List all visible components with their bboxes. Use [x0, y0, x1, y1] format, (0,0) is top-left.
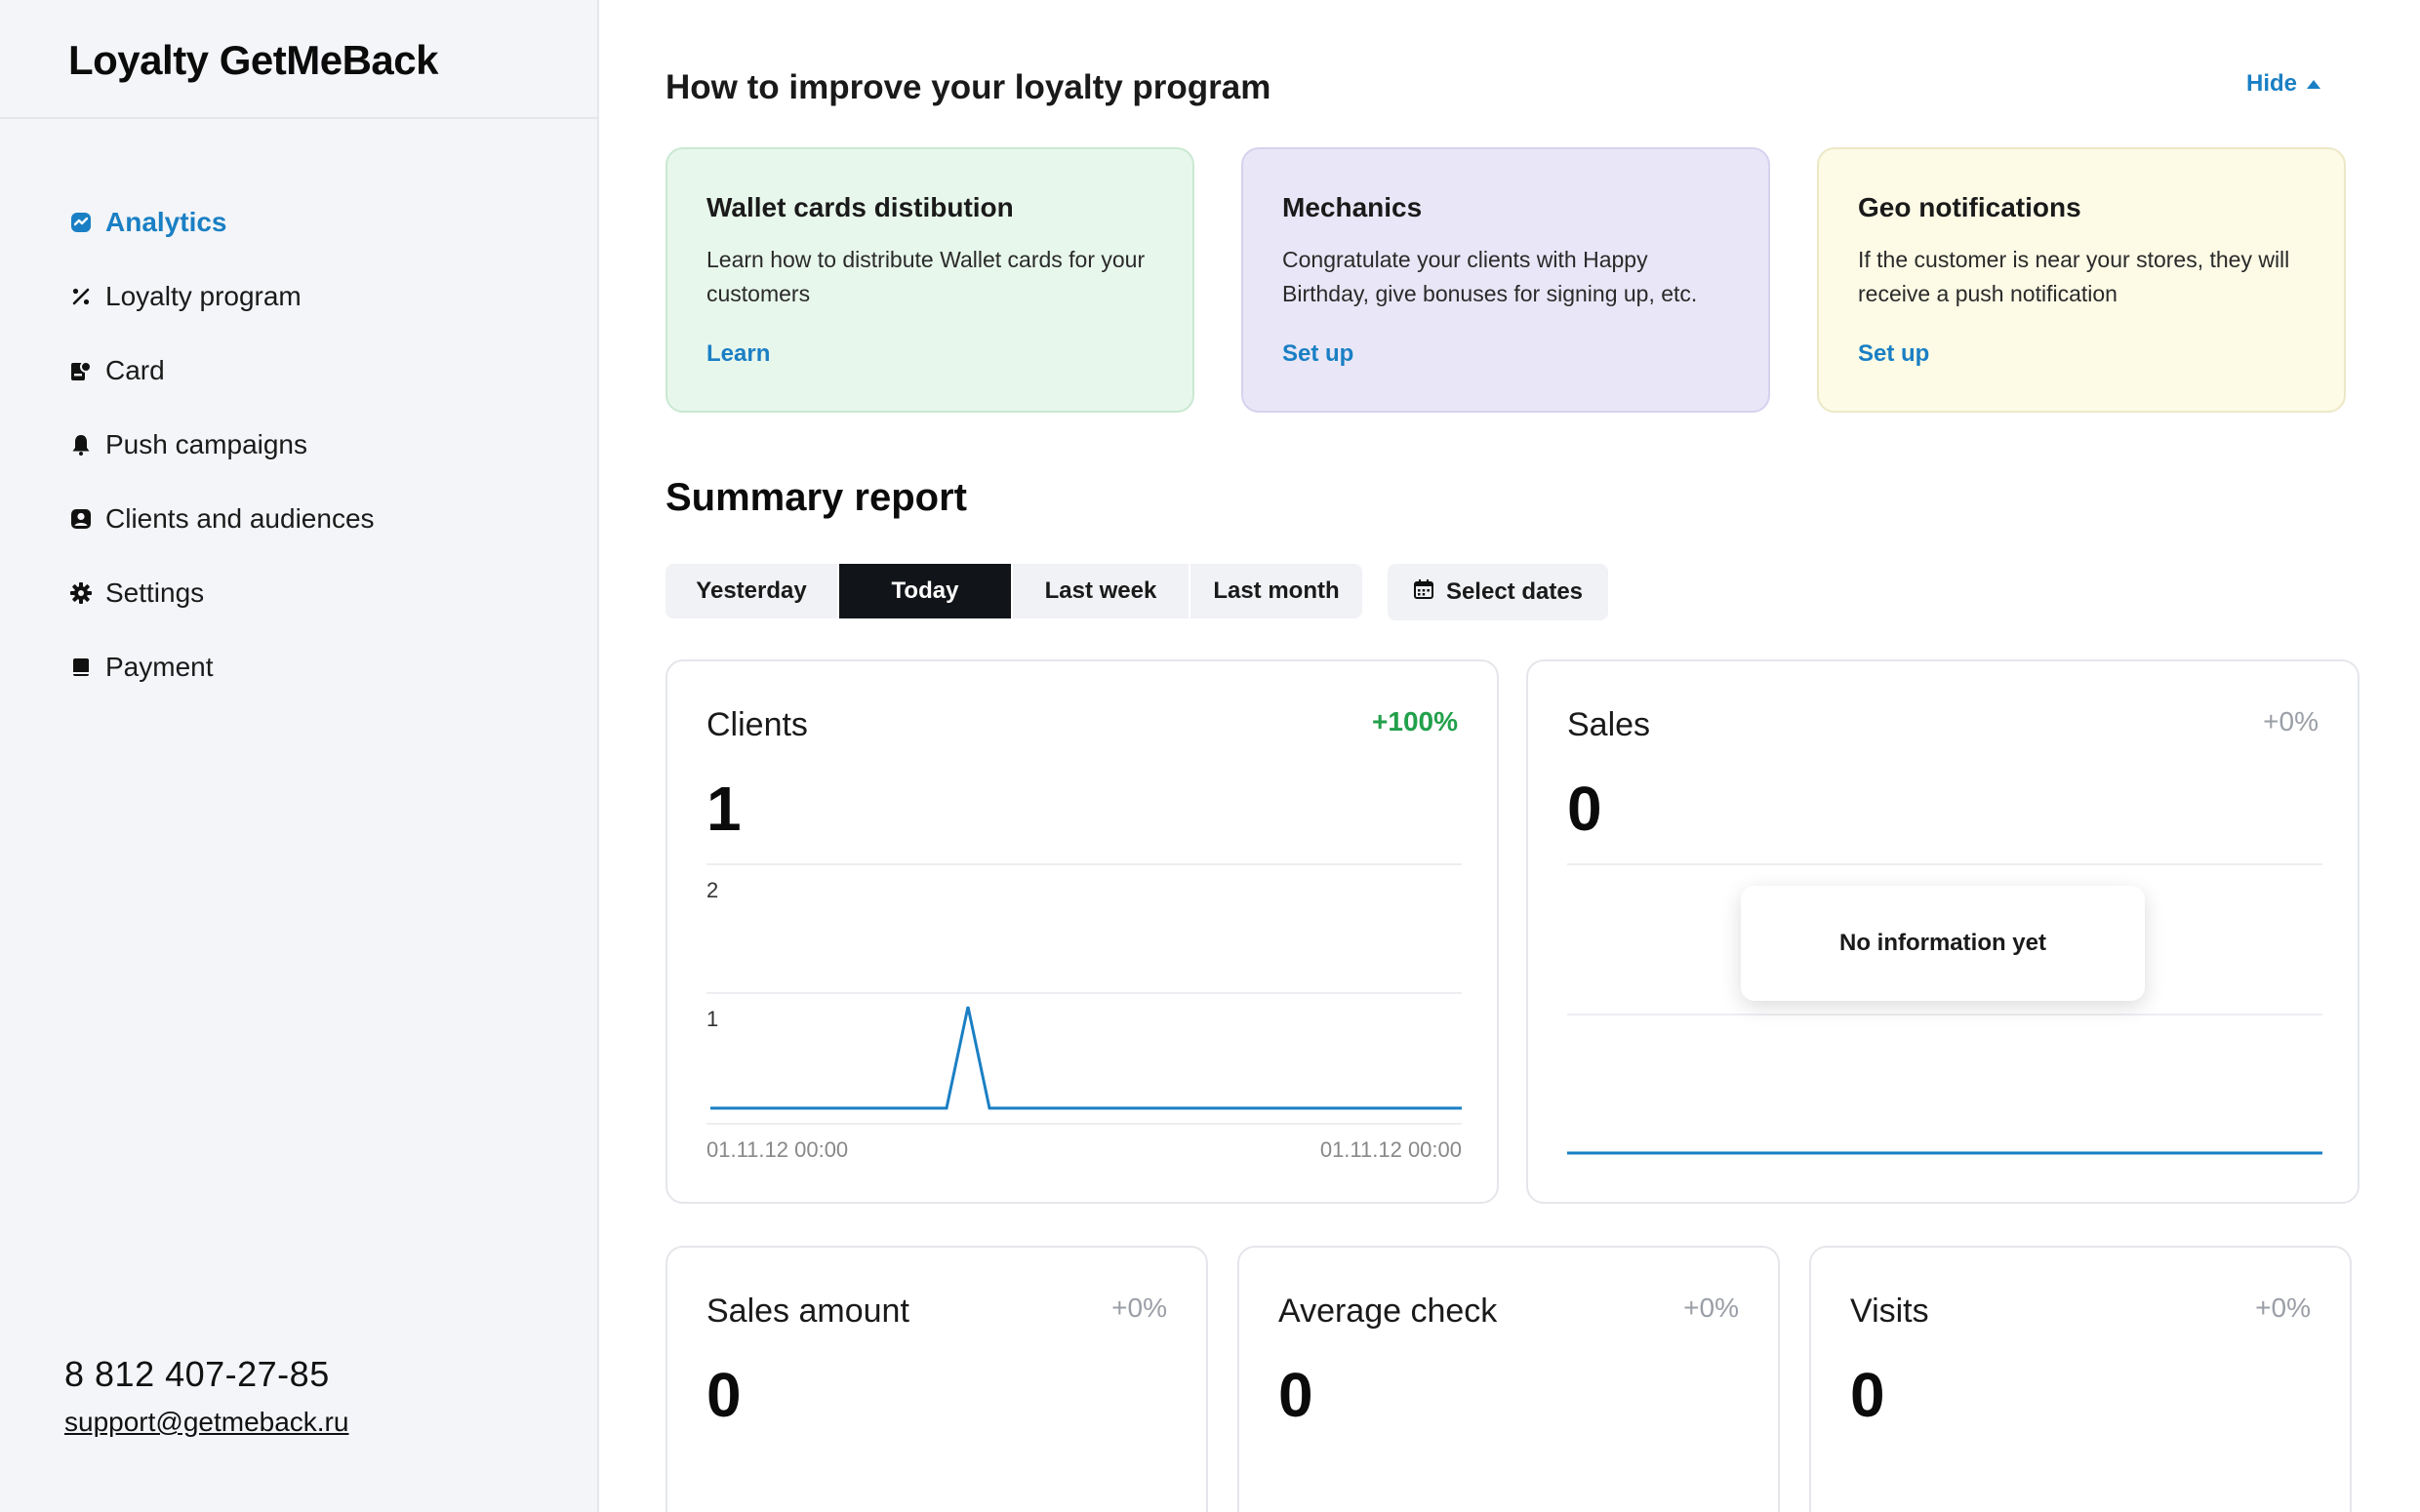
sidebar-item-label: Loyalty program: [105, 281, 302, 311]
sidebar-item-label: Payment: [105, 652, 214, 682]
stat-change: +100%: [1372, 706, 1458, 736]
tip-card-link-learn[interactable]: Learn: [706, 340, 771, 367]
select-dates-button[interactable]: Select dates: [1388, 564, 1608, 620]
clients-line-chart: 2 1 01.11.12 00:00 01.11.12 00:00: [706, 863, 1462, 1162]
no-information-tooltip: No information yet: [1741, 886, 2145, 1001]
calendar-icon: [1413, 578, 1434, 607]
sidebar-item-label: Push campaigns: [105, 429, 308, 459]
sidebar-nav: Analytics Loyalty program Card Push camp…: [68, 185, 375, 704]
main-content: How to improve your loyalty program Hide…: [599, 0, 2420, 1512]
sidebar-divider: [0, 117, 599, 119]
x-tick-label: 01.11.12 00:00: [706, 1137, 848, 1162]
y-tick-label: 2: [706, 878, 718, 902]
sidebar-item-settings[interactable]: Settings: [68, 556, 375, 630]
tip-card-title: Wallet cards distibution: [706, 192, 1014, 222]
sidebar-item-push-campaigns[interactable]: Push campaigns: [68, 408, 375, 482]
x-tick-label: 01.11.12 00:00: [1320, 1137, 1462, 1162]
period-tabs: Yesterday Today Last week Last month: [666, 564, 1362, 618]
app-logo[interactable]: Loyalty GetMeBack: [68, 37, 438, 83]
sidebar-item-label: Analytics: [105, 207, 227, 237]
stat-value: 0: [1567, 774, 1602, 844]
select-dates-label: Select dates: [1445, 578, 1584, 605]
hide-tips-label: Hide: [2245, 70, 2297, 97]
tip-card-description: Congratulate your clients with Happy Bir…: [1282, 247, 1698, 306]
stat-card-visits: Visits +0% 0: [1809, 1246, 2352, 1512]
stat-title: Clients: [706, 706, 808, 743]
tip-card-geo: Geo notifications If the customer is nea…: [1817, 147, 2346, 413]
user-icon: [68, 506, 94, 532]
loyalty-icon: [68, 284, 94, 309]
tip-card-description: If the customer is near your stores, the…: [1858, 247, 2290, 306]
support-phone[interactable]: 8 812 407-27-85: [64, 1354, 330, 1394]
tip-card-mechanics: Mechanics Congratulate your clients with…: [1241, 147, 1770, 413]
contact-info: 8 812 407-27-85 support@getmeback.ru: [64, 1354, 348, 1438]
stat-value: 0: [1850, 1360, 1885, 1430]
sidebar-item-label: Settings: [105, 577, 205, 608]
card-icon: [68, 358, 94, 383]
stat-title: Sales: [1567, 706, 1651, 743]
stat-change: +0%: [2255, 1293, 2311, 1323]
series-line-clients: [710, 1006, 1462, 1110]
tab-last-month[interactable]: Last month: [1213, 577, 1340, 604]
support-email-link[interactable]: support@getmeback.ru: [64, 1407, 349, 1437]
sidebar-item-loyalty-program[interactable]: Loyalty program: [68, 259, 375, 334]
payment-icon: [68, 655, 94, 680]
summary-report-title: Summary report: [666, 476, 967, 519]
sales-line-chart: [1567, 863, 2322, 1155]
y-tick-label: 1: [706, 1007, 718, 1031]
tip-card-link-setup[interactable]: Set up: [1282, 340, 1354, 367]
tip-card-wallet: Wallet cards distibution Learn how to di…: [666, 147, 1194, 413]
bell-icon: [68, 432, 94, 458]
stat-card-sales: Sales +0% 0 No information yet: [1526, 659, 2360, 1204]
tab-today[interactable]: Today: [839, 564, 1013, 618]
tab-last-week[interactable]: Last week: [1013, 564, 1190, 618]
gear-icon: [68, 580, 94, 606]
stat-value: 0: [1278, 1360, 1313, 1430]
stat-card-average-check: Average check +0% 0: [1237, 1246, 1780, 1512]
sidebar-item-label: Card: [105, 355, 165, 385]
caret-up-icon: [2307, 79, 2320, 89]
stat-title: Average check: [1278, 1293, 1498, 1330]
stat-card-sales-amount: Sales amount +0% 0: [666, 1246, 1208, 1512]
stat-title: Visits: [1850, 1293, 1929, 1330]
hide-tips-button[interactable]: Hide: [2246, 70, 2320, 98]
analytics-icon: [68, 210, 94, 235]
tab-yesterday[interactable]: Yesterday: [666, 564, 839, 618]
sidebar: Loyalty GetMeBack Analytics Loyalty prog…: [0, 0, 599, 1512]
stat-title: Sales amount: [706, 1293, 909, 1330]
sidebar-item-analytics[interactable]: Analytics: [68, 185, 375, 259]
sidebar-item-label: Clients and audiences: [105, 503, 375, 534]
stat-change: +0%: [1683, 1293, 1739, 1323]
stat-value: 1: [706, 774, 742, 844]
sidebar-item-payment[interactable]: Payment: [68, 630, 375, 704]
stat-change: +0%: [1111, 1293, 1167, 1323]
stat-value: 0: [706, 1360, 742, 1430]
stat-change: +0%: [2263, 706, 2319, 736]
tip-card-title: Mechanics: [1282, 192, 1423, 222]
tip-card-link-setup[interactable]: Set up: [1858, 340, 1930, 367]
tips-section-title: How to improve your loyalty program: [666, 68, 1271, 106]
sidebar-item-card[interactable]: Card: [68, 334, 375, 408]
stat-card-clients: Clients +100% 1 2 1 01.11.12 00:00 01.11…: [666, 659, 1499, 1204]
tip-card-title: Geo notifications: [1858, 192, 2081, 222]
sidebar-item-clients-and-audiences[interactable]: Clients and audiences: [68, 482, 375, 556]
tip-card-description: Learn how to distribute Wallet cards for…: [706, 247, 1146, 306]
